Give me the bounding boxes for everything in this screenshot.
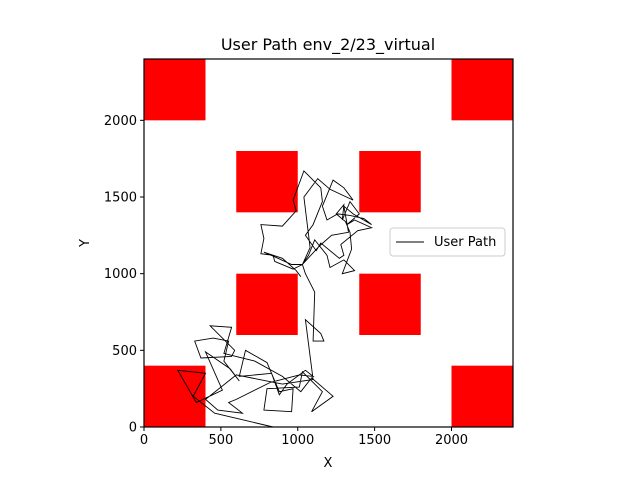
obstacle-8 <box>451 365 513 427</box>
y-tick-label: 1000 <box>104 267 137 282</box>
y-tick-label: 0 <box>129 421 137 436</box>
y-tick-label: 500 <box>112 344 137 359</box>
obstacle-4 <box>359 151 421 213</box>
x-axis-label: X <box>324 456 333 471</box>
x-tick-label: 0 <box>140 433 148 448</box>
x-tick-label: 1000 <box>281 433 314 448</box>
x-tick-label: 1500 <box>358 433 391 448</box>
obstacle-2 <box>451 59 513 121</box>
x-tick-label: 2000 <box>435 433 468 448</box>
obstacle-1 <box>144 59 206 121</box>
x-tick-label: 500 <box>208 433 233 448</box>
y-axis-label: Y <box>78 239 93 248</box>
legend-label-user-path: User Path <box>434 235 496 250</box>
y-tick-label: 2000 <box>104 114 137 129</box>
obstacle-5 <box>236 273 298 335</box>
obstacle-7 <box>144 365 206 427</box>
obstacle-3 <box>236 151 298 213</box>
obstacle-6 <box>359 273 421 335</box>
ticks: 0 500 1000 1500 2000 0 500 1000 1500 2000 <box>104 114 468 448</box>
legend-box <box>389 227 506 257</box>
legend: User Path <box>389 227 506 257</box>
axes-frame <box>143 58 514 428</box>
plot-area <box>144 59 513 428</box>
y-tick-label: 1500 <box>104 191 137 206</box>
user-path-line <box>176 170 374 428</box>
chart-title: User Path env_2/23_virtual <box>221 35 435 55</box>
